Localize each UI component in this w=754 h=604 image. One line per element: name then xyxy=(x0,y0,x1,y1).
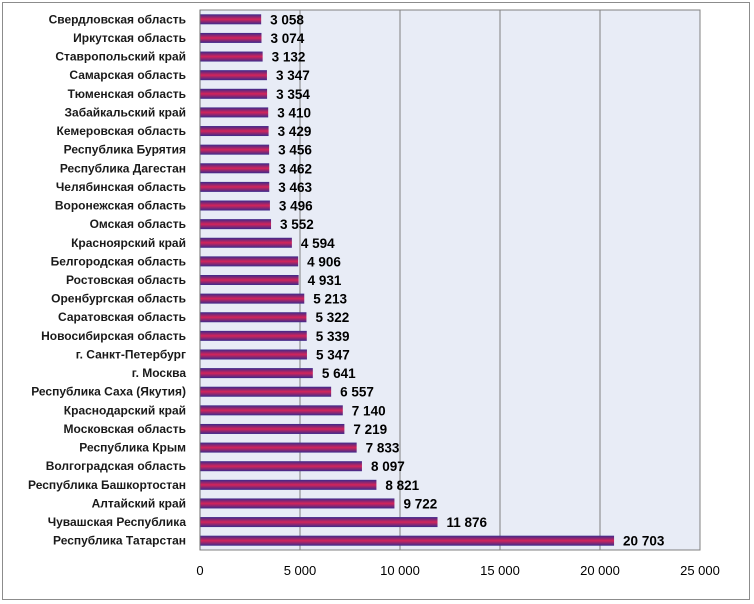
value-label: 4 931 xyxy=(308,273,342,288)
bar xyxy=(200,181,270,192)
category-label: Саратовская область xyxy=(58,310,186,324)
value-label: 5 347 xyxy=(316,347,350,362)
category-label: Республика Татарстан xyxy=(53,534,186,548)
x-tick-label: 25 000 xyxy=(680,563,720,578)
x-tick-label: 15 000 xyxy=(480,563,520,578)
x-tick-label: 5 000 xyxy=(284,563,317,578)
value-label: 3 132 xyxy=(272,50,306,65)
category-label: Свердловская область xyxy=(49,12,186,26)
value-label: 8 097 xyxy=(371,459,405,474)
x-tick-label: 10 000 xyxy=(380,563,420,578)
value-label: 3 496 xyxy=(279,199,313,214)
bar xyxy=(200,349,307,360)
category-label: Омская область xyxy=(90,217,186,231)
bar xyxy=(200,163,270,174)
category-label: Ставропольский край xyxy=(55,50,186,64)
category-label: Оренбургская область xyxy=(51,292,186,306)
bar xyxy=(200,51,263,62)
category-label: Забайкальский край xyxy=(65,105,187,119)
category-label: Кемеровская область xyxy=(57,124,187,138)
bar xyxy=(200,386,332,397)
value-label: 3 354 xyxy=(276,87,310,102)
category-label: Тюменская область xyxy=(68,87,186,101)
value-label: 6 557 xyxy=(340,385,374,400)
bar xyxy=(200,107,269,118)
value-label: 11 876 xyxy=(447,515,488,530)
bar xyxy=(200,312,307,323)
category-label: Республика Крым xyxy=(79,441,186,455)
bar xyxy=(200,70,267,81)
bar xyxy=(200,368,313,379)
category-label: Самарская область xyxy=(69,68,186,82)
bar xyxy=(200,88,268,99)
category-label: Чувашская Республика xyxy=(48,515,187,529)
category-label: Волгоградская область xyxy=(46,459,186,473)
bar xyxy=(200,275,299,285)
bar xyxy=(200,32,262,43)
bar xyxy=(200,256,299,267)
value-label: 8 821 xyxy=(385,478,419,493)
category-label: Ростовская область xyxy=(66,273,186,287)
value-label: 20 703 xyxy=(623,534,665,549)
x-tick-label: 20 000 xyxy=(580,563,620,578)
bar xyxy=(200,535,615,546)
value-label: 5 322 xyxy=(315,310,349,325)
x-axis-tick-labels: 0 5 000 10 000 15 000 20 000 25 000 xyxy=(196,563,720,578)
bar xyxy=(200,461,362,472)
value-label: 3 058 xyxy=(270,12,304,27)
category-label: г. Москва xyxy=(132,366,187,380)
value-label: 4 594 xyxy=(301,236,335,251)
category-labels: Свердловская область Иркутская область Ста… xyxy=(28,12,186,547)
value-label: 3 462 xyxy=(278,161,312,176)
bar xyxy=(200,144,270,155)
bar xyxy=(200,14,262,25)
value-label: 3 552 xyxy=(280,217,314,232)
category-label: Челябинская область xyxy=(56,180,186,194)
bar xyxy=(200,219,272,230)
bar xyxy=(200,330,307,341)
category-label: Красноярский край xyxy=(71,236,186,250)
bars xyxy=(200,14,615,546)
bar xyxy=(200,423,345,434)
gridlines xyxy=(299,10,601,550)
value-label: 3 074 xyxy=(270,31,304,46)
category-label: Республика Дагестан xyxy=(60,161,186,175)
value-label: 7 219 xyxy=(353,422,387,437)
bar xyxy=(200,293,305,304)
value-label: 7 140 xyxy=(352,403,386,418)
bar xyxy=(200,479,377,490)
value-label: 3 410 xyxy=(277,105,311,120)
bar xyxy=(200,237,292,248)
x-tick-label: 0 xyxy=(196,563,203,578)
value-label: 3 429 xyxy=(278,124,312,139)
category-label: Иркутская область xyxy=(73,31,186,45)
bar xyxy=(200,442,357,453)
category-label: г. Санкт-Петербург xyxy=(76,347,186,361)
category-label: Республика Бурятия xyxy=(64,143,186,157)
value-label: 9 722 xyxy=(403,496,437,511)
value-label: 5 339 xyxy=(316,329,350,344)
bar xyxy=(200,126,269,137)
value-label: 3 463 xyxy=(278,180,312,195)
bar xyxy=(200,405,343,416)
category-label: Краснодарский край xyxy=(64,403,186,417)
value-label: 5 641 xyxy=(322,366,356,381)
category-label: Белгородская область xyxy=(51,254,186,268)
category-label: Новосибирская область xyxy=(41,329,186,343)
category-label: Московская область xyxy=(64,422,186,436)
bar xyxy=(200,517,438,528)
category-label: Алтайский край xyxy=(92,496,186,510)
category-label: Республика Саха (Якутия) xyxy=(31,385,186,399)
value-labels: 3 058 3 074 3 132 3 347 3 354 3 410 3 429 3 456… xyxy=(270,12,665,548)
category-label: Воронежская область xyxy=(55,199,186,213)
bar xyxy=(200,200,270,211)
value-label: 4 906 xyxy=(307,254,341,269)
value-label: 3 456 xyxy=(278,143,312,158)
category-label: Республика Башкортостан xyxy=(28,478,186,492)
value-label: 5 213 xyxy=(313,292,347,307)
bar xyxy=(200,498,395,509)
value-label: 7 833 xyxy=(366,441,400,456)
value-label: 3 347 xyxy=(276,68,310,83)
